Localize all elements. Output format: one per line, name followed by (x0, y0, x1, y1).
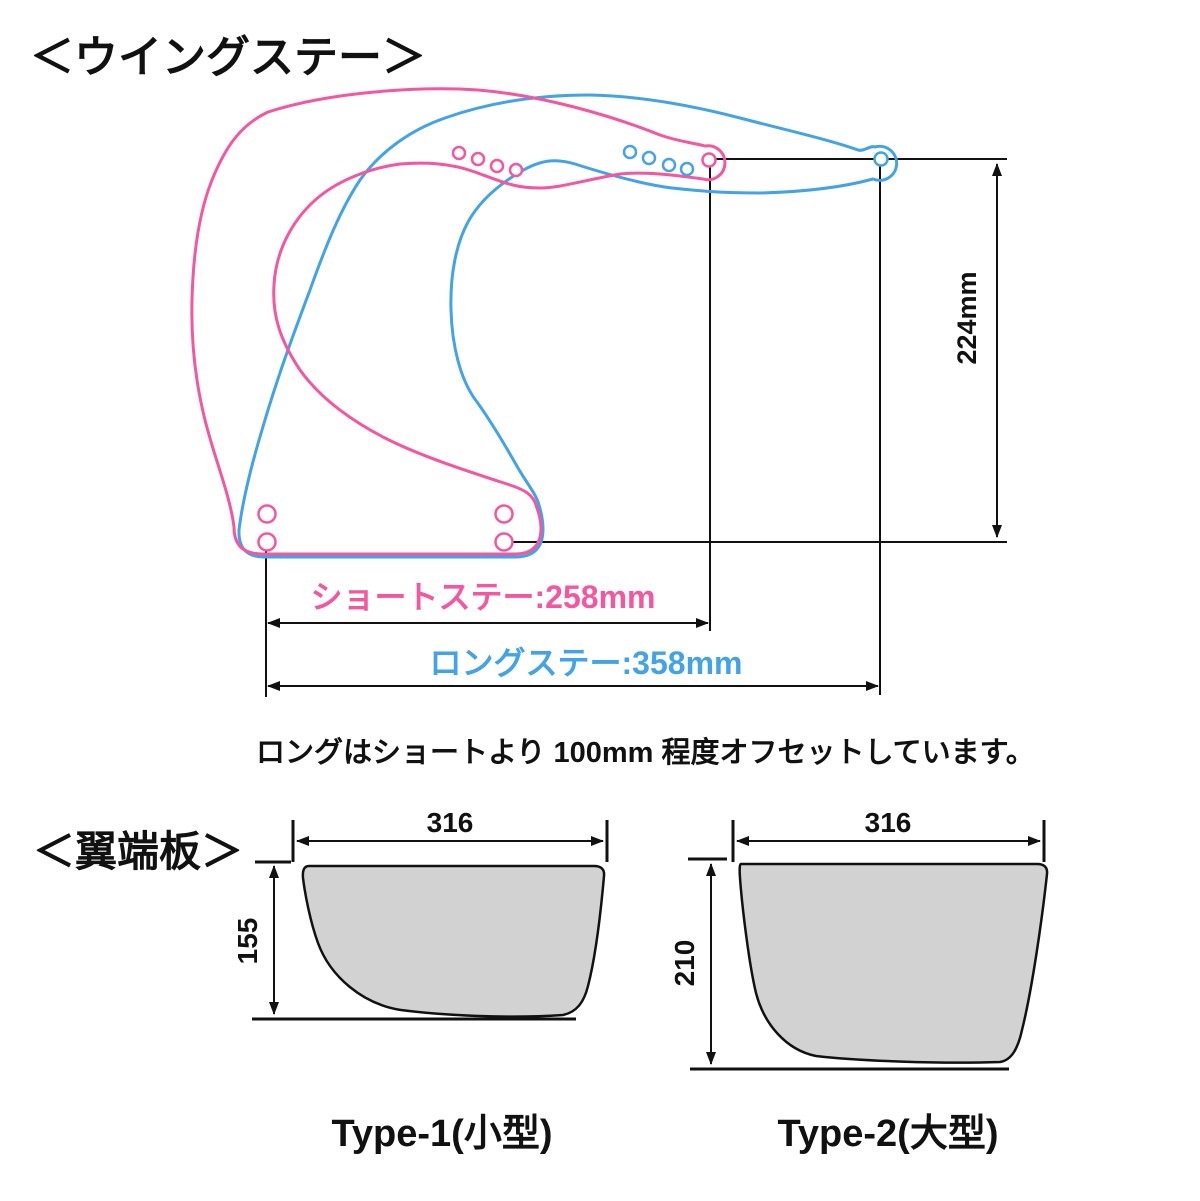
base-hole (494, 532, 514, 552)
type1-height-label: 155 (232, 918, 263, 965)
endplate-section-heading: ＜翼端板＞ (33, 828, 243, 875)
blue-adjust-hole (679, 161, 695, 177)
pink-adjust-hole (470, 151, 486, 167)
base-hole (494, 504, 514, 524)
blue-adjust-hole (661, 157, 677, 173)
pink-tip-hole (701, 152, 717, 168)
pink-adjust-hole (451, 145, 467, 161)
type1-plate-shape (301, 864, 606, 1018)
long-stay-label: ロングステー:358mm (430, 645, 743, 681)
long-stay-outline (237, 93, 899, 559)
type2-height-label: 210 (669, 940, 700, 987)
blue-adjust-hole (622, 144, 638, 160)
type2-name-label: Type-2(大型) (778, 1113, 999, 1155)
type2-plate-shape (738, 862, 1049, 1064)
stay-dimension-lines (265, 158, 1007, 697)
base-hole (257, 532, 277, 552)
height-dimension-label: 224mm (952, 271, 982, 364)
type1-name-label: Type-1(小型) (332, 1113, 553, 1155)
endplate-type2: 316 210 Type-2(大型) (669, 807, 1049, 1155)
endplate-type1: 316 155 Type-1(小型) (232, 807, 609, 1155)
page-title: ＜ウイングステー＞ (30, 33, 426, 82)
type1-width-label: 316 (427, 807, 474, 838)
type2-width-label: 316 (865, 807, 912, 838)
stay-holes (257, 144, 889, 552)
base-hole (257, 504, 277, 524)
offset-note: ロングはショートより 100mm 程度オフセットしています。 (256, 736, 1035, 769)
short-stay-outline (190, 87, 727, 556)
pink-adjust-hole (489, 158, 505, 174)
pink-adjust-hole (508, 162, 524, 178)
blue-adjust-hole (641, 150, 657, 166)
blue-tip-hole (873, 151, 889, 167)
short-stay-label: ショートステー:258mm (311, 579, 656, 615)
